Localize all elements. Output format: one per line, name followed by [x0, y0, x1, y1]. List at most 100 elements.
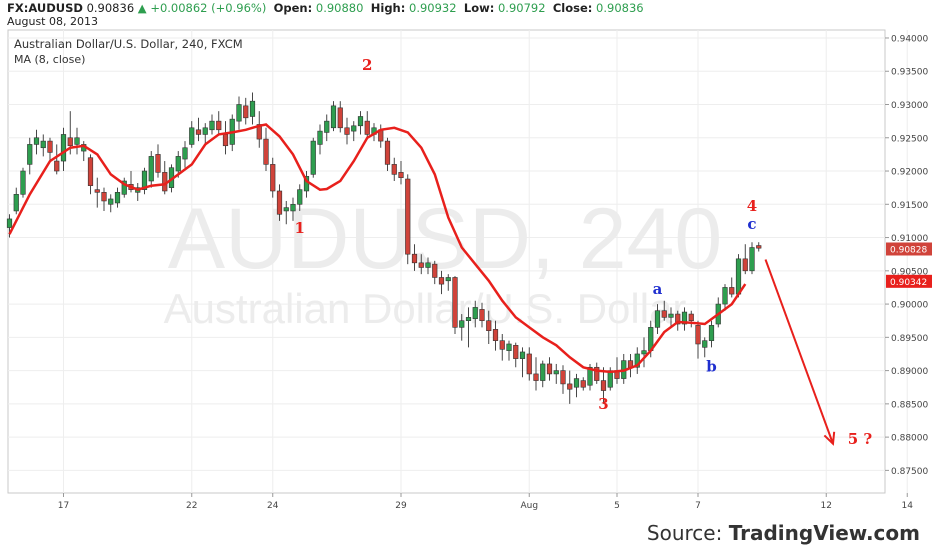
- candle-body-up: [445, 277, 451, 282]
- candle-body-up: [290, 203, 296, 212]
- candle: [425, 257, 431, 275]
- candle-body-up: [749, 247, 755, 272]
- candle: [418, 254, 424, 275]
- candle-body-up: [249, 100, 256, 117]
- candle-body-down: [418, 262, 424, 268]
- candle: [74, 127, 80, 155]
- candle-body-up: [202, 127, 208, 135]
- candle: [654, 304, 661, 335]
- arrow-head: [823, 431, 836, 446]
- candle-body-up: [519, 351, 526, 359]
- x-tick-label: 7: [695, 501, 701, 511]
- candle-body-up: [33, 137, 40, 145]
- y-tick-label: 0.89000: [891, 367, 928, 377]
- chart-title: Australian Dollar/U.S. Dollar, 240, FXCM: [14, 37, 243, 51]
- candle: [661, 300, 667, 321]
- candle-body-down: [546, 363, 553, 375]
- candle-body-down: [432, 263, 438, 278]
- candle-body-down: [742, 258, 748, 272]
- candle: [276, 184, 283, 221]
- candle-body-down: [580, 380, 586, 388]
- candle-body-down: [513, 345, 519, 359]
- candle-body-up: [634, 353, 640, 368]
- y-tick-label: 0.88000: [891, 434, 928, 444]
- wave-label: b: [706, 357, 717, 375]
- candle: [114, 187, 121, 208]
- candle-body-down: [438, 277, 445, 285]
- candle: [560, 365, 566, 394]
- candle: [742, 244, 748, 275]
- candle: [243, 97, 249, 125]
- x-tick-label: 17: [58, 501, 69, 511]
- candle: [452, 276, 458, 335]
- symbol: FX:AUDUSD: [7, 1, 83, 15]
- candle-body-down: [729, 287, 735, 295]
- candle-body-up: [654, 310, 661, 328]
- candle: [641, 337, 647, 368]
- price-label-text: 0.90828: [890, 245, 927, 255]
- candle-body-up: [681, 311, 688, 325]
- candle: [236, 96, 242, 130]
- candle-body-up: [27, 144, 33, 165]
- price-label-box: [886, 242, 932, 256]
- candle-body-down: [533, 373, 539, 381]
- x-tick-label: 24: [267, 501, 279, 511]
- candle: [378, 124, 384, 148]
- candle-body-up: [209, 120, 215, 131]
- y-tick-label: 0.93000: [891, 101, 928, 111]
- candle-body-up: [74, 137, 80, 145]
- candle: [398, 161, 404, 185]
- price-label-box: [886, 274, 932, 288]
- candles: [6, 92, 762, 404]
- candle: [702, 337, 708, 358]
- candle: [202, 123, 208, 145]
- candle-body-up: [506, 343, 512, 351]
- candle-body-up: [330, 105, 337, 129]
- candle-body-down: [270, 164, 276, 192]
- candle: [337, 101, 343, 133]
- candle: [189, 121, 195, 148]
- candle-body-up: [540, 363, 546, 381]
- candle-body-up: [472, 307, 478, 320]
- candle: [357, 111, 364, 135]
- candle-body-down: [492, 329, 499, 341]
- candle: [263, 127, 269, 172]
- candle-body-up: [182, 147, 188, 160]
- indicator-label: MA (8, close): [14, 53, 85, 66]
- projection-arrow: [764, 259, 836, 446]
- symbol-header: FX:AUDUSD 0.90836 ▲ +0.00862 (+0.96%) Op…: [7, 1, 644, 15]
- x-axis: 17 22 24 29 Aug 5 7 12 14: [58, 493, 913, 511]
- candle-body-down: [47, 140, 53, 153]
- arrow-shaft: [764, 259, 834, 445]
- candle-body-down: [67, 137, 73, 147]
- candle-body-down: [384, 140, 391, 165]
- candle: [324, 114, 330, 142]
- candle-body-up: [13, 194, 19, 212]
- candle: [499, 334, 505, 361]
- candle: [695, 320, 701, 359]
- candle: [121, 177, 127, 198]
- candle-body-down: [594, 366, 600, 381]
- y-tick-label: 0.93500: [891, 68, 928, 78]
- candle: [465, 307, 472, 348]
- candle: [405, 174, 411, 265]
- candle: [432, 260, 438, 285]
- y-tick-label: 0.92500: [891, 134, 928, 144]
- candle: [533, 357, 539, 391]
- candle-body-down: [216, 120, 222, 131]
- candle-body-up: [641, 350, 647, 355]
- candle: [297, 184, 303, 211]
- candle-body-up: [283, 207, 289, 212]
- candle-body-down: [54, 160, 60, 172]
- low-label: Low:: [463, 1, 495, 15]
- candle: [668, 307, 674, 328]
- candle: [492, 320, 499, 351]
- candle: [216, 111, 222, 135]
- candle: [47, 137, 53, 162]
- high-label: High:: [370, 1, 406, 15]
- candle: [438, 270, 445, 295]
- candle: [13, 187, 19, 215]
- plot-frame: [7, 29, 886, 494]
- candle: [182, 141, 188, 168]
